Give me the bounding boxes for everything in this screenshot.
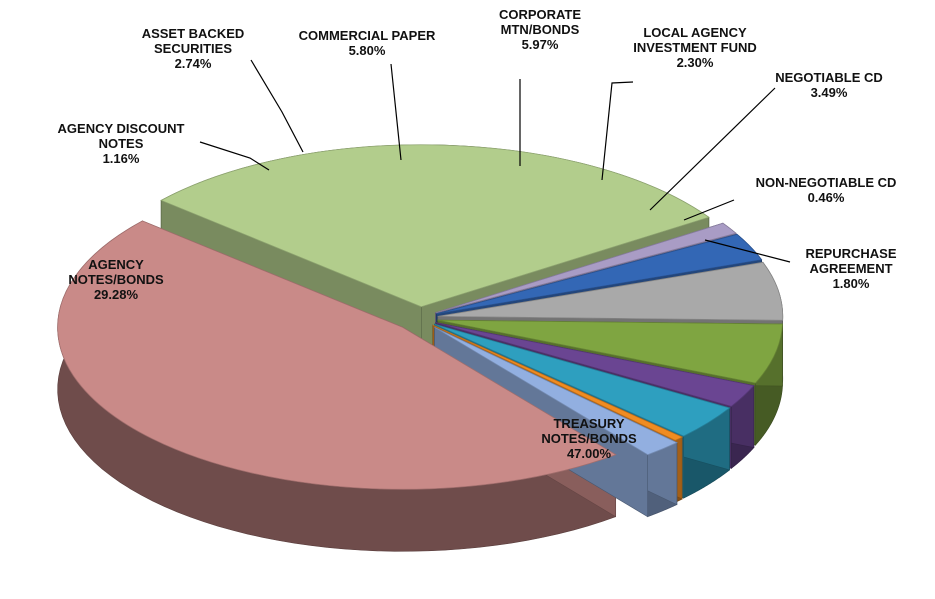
pie-slice (435, 322, 755, 407)
slice-name-label: AGENCY DISCOUNT (58, 121, 185, 136)
slice-name-label: AGREEMENT (809, 261, 892, 276)
pie-slice (436, 233, 763, 315)
slice-value-label: 3.49% (811, 85, 848, 100)
slice-name-label: CORPORATE (499, 7, 581, 22)
leader-line (704, 239, 791, 263)
slice-name-label: NON-NEGOTIABLE CD (756, 175, 897, 190)
leader-lines (199, 59, 791, 263)
leader-line (390, 63, 402, 161)
slice-name-label: NOTES (99, 136, 144, 151)
slice-name-label: REPURCHASE (805, 246, 896, 261)
slice-name-label: COMMERCIAL PAPER (299, 28, 436, 43)
slice-value-label: 2.74% (175, 56, 212, 71)
pie-slice (434, 326, 678, 456)
pie-slice-tops (57, 144, 784, 490)
slice-name-label: ASSET BACKED (142, 26, 245, 41)
pie-slice (160, 144, 710, 308)
slice-name-label: INVESTMENT FUND (633, 40, 757, 55)
leader-line (601, 81, 634, 181)
slice-value-label: 47.00% (567, 446, 612, 461)
slice-value-label: 1.16% (103, 151, 140, 166)
leader-line (683, 199, 735, 221)
slice-name-label: MTN/BONDS (501, 22, 580, 37)
slice-name-label: AGENCY (88, 257, 144, 272)
pie-slice (57, 220, 617, 490)
slice-value-label: 5.80% (349, 43, 386, 58)
slice-name-label: NOTES/BONDS (68, 272, 164, 287)
slice-value-label: 2.30% (677, 55, 714, 70)
slice-value-label: 0.46% (808, 190, 845, 205)
slice-value-label: 29.28% (94, 287, 139, 302)
leader-line (250, 59, 304, 153)
slice-value-label: 1.80% (833, 276, 870, 291)
slice-name-label: NEGOTIABLE CD (775, 70, 883, 85)
pie-slice (432, 324, 684, 441)
slice-name-label: TREASURY (553, 416, 624, 431)
pie-slice (437, 319, 783, 384)
pie-slice (437, 261, 784, 321)
slice-name-label: NOTES/BONDS (541, 431, 637, 446)
slice-value-label: 5.97% (522, 37, 559, 52)
leader-line (199, 141, 270, 171)
slice-name-label: SECURITIES (154, 41, 232, 56)
slice-labels: TREASURYNOTES/BONDS47.00%AGENCYNOTES/BON… (58, 7, 897, 461)
pie-slice (434, 323, 731, 437)
pie-slice (435, 222, 737, 314)
slice-name-label: LOCAL AGENCY (643, 25, 747, 40)
leader-line (649, 87, 776, 211)
